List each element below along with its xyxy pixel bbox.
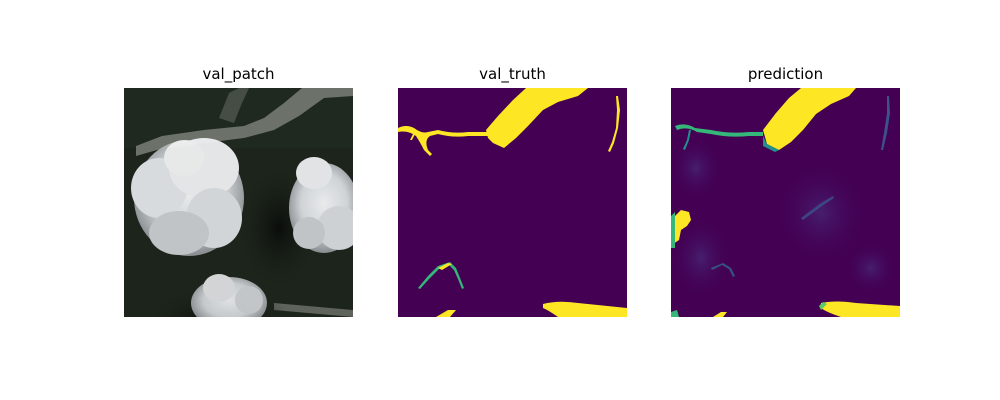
- prediction-mask: [671, 88, 900, 317]
- prediction-title: prediction: [747, 65, 824, 83]
- val-truth-title: val_truth: [479, 65, 546, 83]
- val-patch-title: val_patch: [202, 65, 275, 83]
- satellite-image: [124, 88, 353, 317]
- truth-mask: [398, 88, 627, 317]
- prediction-panel: prediction: [671, 62, 900, 317]
- val-truth-panel: val_truth: [398, 62, 627, 317]
- val-truth-image: [398, 88, 627, 317]
- prediction-image: [671, 88, 900, 317]
- val-patch-image: [124, 88, 353, 317]
- val-patch-panel: val_patch: [124, 62, 353, 317]
